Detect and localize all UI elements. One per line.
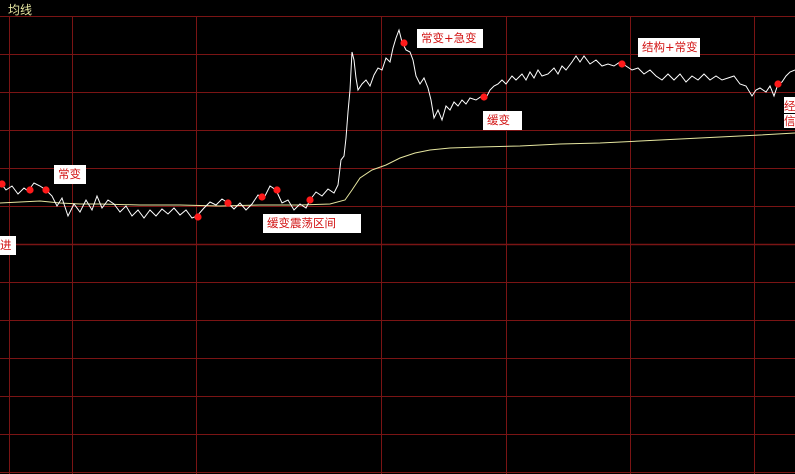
signal-marker [774,80,782,88]
price-line [0,28,795,219]
chart-title: 均线 [8,3,33,17]
annotation-edge-1: 经 [784,97,795,113]
average-line [0,132,795,207]
signal-marker [480,93,488,101]
annotation-edge-2: 信 [784,114,795,128]
markers [0,39,782,221]
signal-marker [400,39,408,47]
signal-marker [194,213,202,221]
signal-marker [0,180,6,188]
signal-marker [273,186,281,194]
annotation-jiegou-changbian: 结构+常变 [638,38,700,57]
annotation-changbian: 常变 [54,165,86,184]
annotation-jin: 进 [0,236,16,255]
signal-marker [42,186,50,194]
signal-marker [618,60,626,68]
annotation-huanbian: 缓变 [483,111,522,130]
signal-marker [26,186,34,194]
signal-marker [258,193,266,201]
signal-marker [306,196,314,204]
annotation-huanbian-zhendang: 缓变震荡区间 [263,214,361,233]
signal-marker [224,199,232,207]
annotation-changbian-jibian: 常变+急变 [417,29,483,48]
